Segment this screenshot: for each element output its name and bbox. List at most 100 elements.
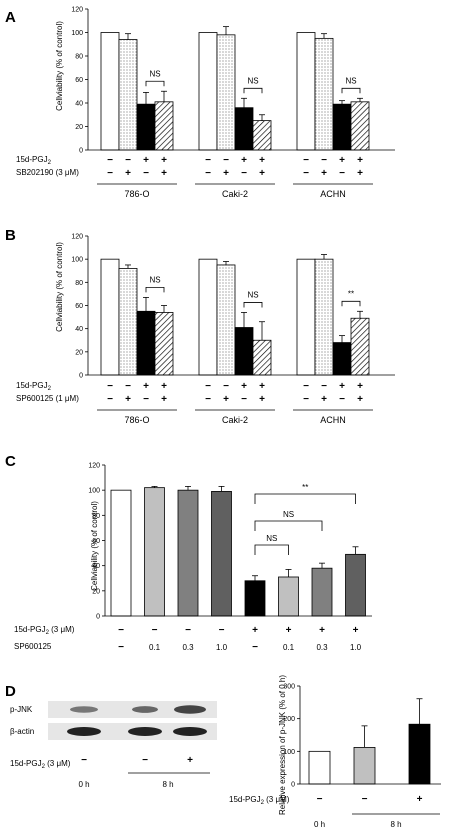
panel-c-cond-value: − [252,642,258,653]
panel-b-sig-label: ** [348,289,354,298]
panel-a-cond-sign: − [205,168,211,179]
panel-a-cond-sign: + [241,155,247,166]
panel-a-y-tick-label: 40 [75,101,83,108]
blot-time-8h: 8 h [162,780,173,789]
panel-b-bar [314,258,334,376]
blot-band-actin-2 [128,727,162,736]
panel-b-sig-bracket [243,302,263,308]
panel-b-cond-sign: − [205,394,211,405]
panel-d-time-8h: 8 h [390,820,401,829]
panel-c-row-label: SP600125 [14,642,52,651]
panel-a-sig-label: NS [345,76,356,85]
panel-b-cond-sign: + [125,394,131,405]
panel-a-y-tick-label: 0 [79,148,83,155]
panel-a-cond-sign: + [321,168,327,179]
panel-a-bar [296,32,316,151]
panel-b-cond-sign: − [205,381,211,392]
panel-a-cond-sign: + [143,155,149,166]
western-blot: p-JNK β-actin 15d-PGJ2 (3 μM) − − + 0 h … [10,701,217,789]
panel-letter-a: A [5,9,16,26]
panel-a-sig-bracket [145,80,165,87]
panel-b-y-tick-label: 80 [75,280,83,287]
panel-b-cond-sign: + [321,394,327,405]
panel-c-y-tick-label: 120 [88,463,100,470]
panel-a-bar [216,34,236,151]
panel-d-ylabel: Relative expression of p-JNK (% of 0 h) [278,675,287,815]
panel-d-row-label: 15d-PGJ2 (3 μM) [229,795,290,806]
panel-b-cond-sign: − [321,381,327,392]
panel-a-cond-sign: − [143,168,149,179]
panel-a-cond-sign: + [259,168,265,179]
panel-a-cond-sign: + [161,168,167,179]
panel-c-cond-value: + [286,625,292,636]
panel-c-bar [144,487,165,617]
panel-c-sig-bracket [254,520,323,531]
blot-row-label: 15d-PGJ2 (3 μM) [10,759,71,770]
panel-b-y-tick-label: 0 [79,373,83,380]
panel-c-cond-value: + [252,625,258,636]
panel-b-cond-sign: + [339,381,345,392]
panel-c-chart: 0 20 40 60 80 100 120 NS NS ** 15d-PGJ2 (3 μM) − − − −… [14,463,372,653]
panel-b-ylabel: Cellviability (% of control) [55,242,64,332]
panel-b-cond-sign: − [303,381,309,392]
panel-c-bar [177,489,199,617]
panel-d-cond-sign: + [417,794,423,805]
panel-b-bar [332,342,352,376]
panel-b-chart: 0 20 40 60 80 100 120 NS − − + + − + − +786-O NS − − + + − + − +… [16,234,395,425]
panel-c-bar [345,553,366,617]
panel-c-y-tick-label: 100 [88,488,100,495]
panel-c-bar [311,567,333,617]
panel-c-cond-value: 1.0 [350,643,362,652]
panel-a-bar [198,32,218,151]
panel-c-y-tick-label: 20 [92,588,100,595]
panel-a-bar [234,107,254,151]
panel-a-ylabel: Cellviability (% of control) [55,21,64,111]
panel-c-cond-value: 1.0 [216,643,228,652]
blot-band-label-actin: β-actin [10,727,34,736]
panel-c-row-label: 15d-PGJ2 (3 μM) [14,625,75,636]
panel-b-cond-sign: − [107,381,113,392]
panel-c-sig-label: NS [283,510,294,519]
blot-band-pjnk-2 [132,706,158,713]
panel-b-group-label: Caki-2 [222,415,248,425]
panel-a-cond-sign: − [107,168,113,179]
panel-c-bar [244,580,266,617]
panel-c-cond-value: − [219,625,225,636]
panel-a-sig-bracket [341,87,361,94]
panel-a-row-label: SB202190 (3 μM) [16,168,79,177]
panel-a-cond-sign: − [339,168,345,179]
panel-a-bar [314,37,334,151]
panel-c-y-tick-label: 40 [92,563,100,570]
panel-c-sig-bracket [254,493,356,504]
panel-b-row-label: SP600125 (1 μM) [16,394,79,403]
panel-b-y-tick-label: 120 [71,234,83,241]
panel-c-y-tick-label: 80 [92,513,100,520]
panel-c-cond-value: 0.3 [182,643,194,652]
panel-b-group-label: 786-O [124,415,149,425]
panel-c-cond-value: − [185,625,191,636]
panel-b-cond-sign: + [241,381,247,392]
panel-a-cond-sign: − [223,155,229,166]
panel-a-cond-sign: + [223,168,229,179]
panel-a-y-tick-label: 20 [75,124,83,131]
panel-c-cond-value: + [353,625,359,636]
blot-band-label-pjnk: p-JNK [10,705,33,714]
panel-b-sig-bracket [341,300,361,307]
panel-letter-d: D [5,683,16,700]
panel-a-cond-sign: + [357,155,363,166]
panel-b-cond-sign: + [161,394,167,405]
panel-b-sig-label: NS [247,290,258,299]
blot-band-pjnk-3 [174,705,206,714]
panel-a-cond-sign: − [125,155,131,166]
panel-c-cond-value: − [118,642,124,653]
panel-a-bar [350,101,370,151]
panel-a-group-label: 786-O [124,189,149,199]
panel-c-sig-label: ** [302,483,308,492]
panel-d-y-tick-label: 200 [283,716,295,723]
panel-c-y-tick-label: 60 [92,538,100,545]
panel-a-y-tick-label: 60 [75,77,83,84]
panel-a-cond-sign: − [303,155,309,166]
panel-b-y-tick-label: 20 [75,349,83,356]
panel-a-y-tick-label: 80 [75,54,83,61]
